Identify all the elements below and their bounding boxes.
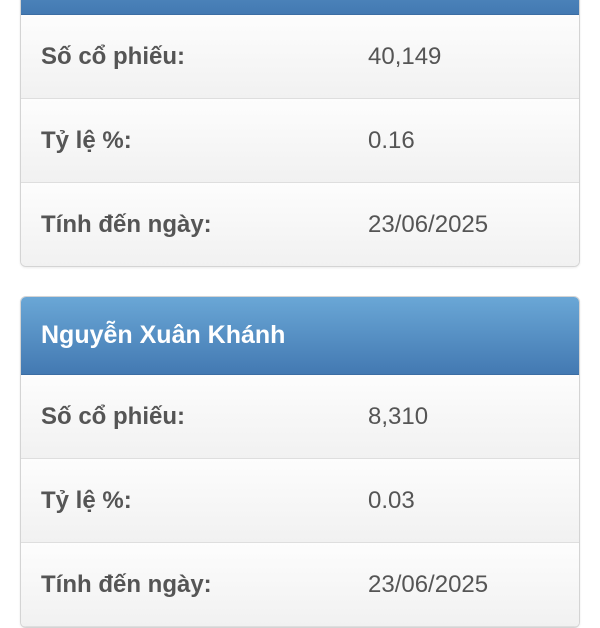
row-value: 40,149 bbox=[368, 42, 442, 70]
row-label: Số cổ phiếu: bbox=[41, 402, 185, 430]
shareholder-name: Nguyễn Xuân Khánh bbox=[21, 297, 579, 375]
date-row: Tính đến ngày: 23/06/2025 bbox=[21, 183, 579, 266]
percent-row: Tỷ lệ %: 0.16 bbox=[21, 99, 579, 183]
date-row: Tính đến ngày: 23/06/2025 bbox=[21, 543, 579, 627]
row-label: Tỷ lệ %: bbox=[41, 486, 132, 514]
row-value: 23/06/2025 bbox=[368, 570, 489, 598]
shareholder-name bbox=[21, 0, 579, 15]
row-label: Tính đến ngày: bbox=[41, 570, 212, 598]
shares-row: Số cổ phiếu: 40,149 bbox=[21, 15, 579, 99]
row-label: Số cổ phiếu: bbox=[41, 42, 185, 70]
shareholder-card: Số cổ phiếu: 40,149 Tỷ lệ %: 0.16 Tính đến… bbox=[20, 0, 580, 267]
row-value: 8,310 bbox=[368, 402, 429, 430]
row-label: Tính đến ngày: bbox=[41, 210, 212, 238]
shares-row: Số cổ phiếu: 8,310 bbox=[21, 375, 579, 459]
row-value: 0.16 bbox=[368, 126, 415, 154]
row-value: 23/06/2025 bbox=[368, 210, 489, 238]
row-value: 0.03 bbox=[368, 486, 415, 514]
shareholder-card: Nguyễn Xuân Khánh Số cổ phiếu: 8,310 Tỷ l… bbox=[20, 296, 580, 628]
percent-row: Tỷ lệ %: 0.03 bbox=[21, 459, 579, 543]
row-label: Tỷ lệ %: bbox=[41, 126, 132, 154]
